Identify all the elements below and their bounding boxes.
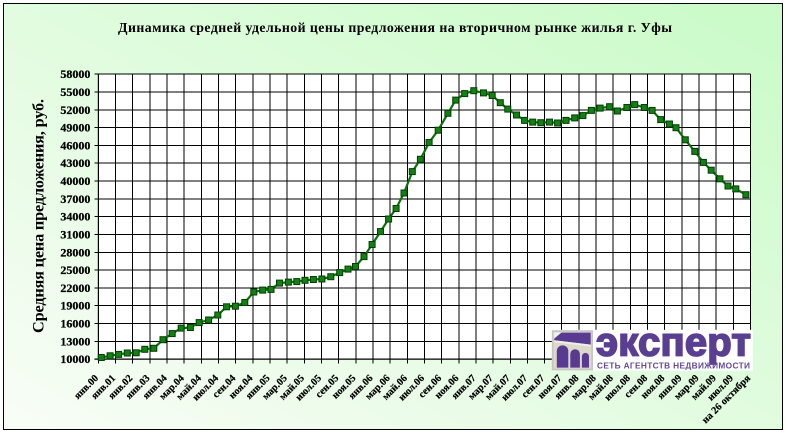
svg-text:58000: 58000 (60, 67, 90, 81)
svg-text:13000: 13000 (60, 334, 90, 348)
svg-text:25000: 25000 (60, 263, 90, 277)
svg-text:49000: 49000 (60, 121, 90, 135)
svg-text:55000: 55000 (60, 85, 90, 99)
svg-text:10000: 10000 (60, 352, 90, 366)
svg-text:34000: 34000 (60, 210, 90, 224)
svg-text:28000: 28000 (60, 245, 90, 259)
svg-text:37000: 37000 (60, 192, 90, 206)
svg-text:22000: 22000 (60, 281, 90, 295)
svg-text:СЕТЬ АГЕНТСТВ НЕДВИЖИМОСТИ: СЕТЬ АГЕНТСТВ НЕДВИЖИМОСТИ (597, 361, 750, 371)
svg-text:16000: 16000 (60, 316, 90, 330)
svg-text:31000: 31000 (60, 227, 90, 241)
svg-text:Динамика средней удельной цены: Динамика средней удельной цены предложен… (118, 20, 672, 35)
svg-text:52000: 52000 (60, 103, 90, 117)
svg-text:19000: 19000 (60, 299, 90, 313)
svg-text:эксперт: эксперт (596, 320, 750, 364)
svg-text:Средняя цена предложения, руб.: Средняя цена предложения, руб. (29, 99, 48, 333)
svg-text:46000: 46000 (60, 138, 90, 152)
svg-text:43000: 43000 (60, 156, 90, 170)
svg-text:40000: 40000 (60, 174, 90, 188)
